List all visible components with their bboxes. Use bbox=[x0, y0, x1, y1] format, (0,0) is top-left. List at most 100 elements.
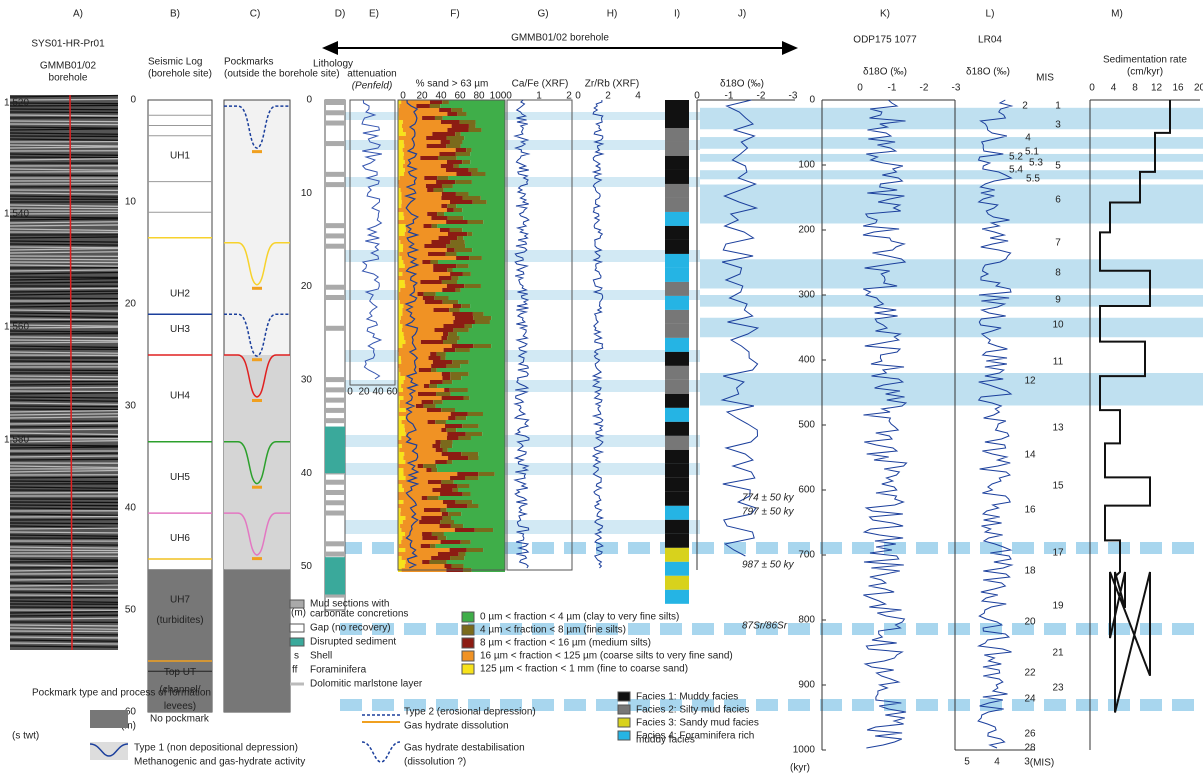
fraction-band bbox=[405, 284, 447, 288]
fraction-band bbox=[399, 448, 435, 452]
fraction-band bbox=[429, 384, 437, 388]
fraction-band bbox=[446, 536, 505, 540]
fraction-band bbox=[398, 200, 402, 204]
fraction-band bbox=[453, 440, 505, 444]
fraction-band bbox=[438, 536, 446, 540]
fraction-band bbox=[398, 160, 405, 164]
fraction-band bbox=[427, 212, 437, 216]
facies bbox=[665, 128, 689, 142]
fraction-band bbox=[455, 248, 472, 252]
seismic-reflector bbox=[10, 532, 118, 533]
fraction-band bbox=[437, 224, 505, 228]
fraction-band bbox=[399, 112, 448, 116]
fraction-band bbox=[470, 348, 505, 352]
fraction-band bbox=[405, 160, 447, 164]
label: MIS bbox=[1036, 73, 1054, 84]
seismic-reflector bbox=[10, 384, 118, 385]
unit-label: UH4 bbox=[170, 390, 190, 401]
fraction-band bbox=[426, 136, 446, 140]
fraction-band bbox=[455, 348, 470, 352]
fraction-band bbox=[457, 332, 505, 336]
fraction-band bbox=[451, 524, 463, 528]
fraction-band bbox=[468, 388, 505, 392]
fraction-band bbox=[446, 244, 465, 248]
fraction-band bbox=[441, 140, 450, 144]
fraction-band bbox=[448, 416, 456, 420]
fraction-band bbox=[398, 376, 405, 380]
fraction-band bbox=[473, 312, 484, 316]
fraction-band bbox=[447, 208, 454, 212]
panel-letter: I) bbox=[674, 9, 680, 20]
fraction-band bbox=[452, 564, 464, 568]
fraction-band bbox=[436, 544, 505, 548]
mis-label: 5.4 bbox=[1009, 165, 1023, 176]
fraction-band bbox=[432, 240, 451, 244]
fraction-band bbox=[436, 464, 505, 468]
label: (s twt) bbox=[12, 731, 39, 742]
fraction-band bbox=[447, 336, 460, 340]
fraction-band bbox=[455, 500, 472, 504]
fraction-band bbox=[469, 124, 476, 128]
fraction-band bbox=[453, 328, 468, 332]
band bbox=[700, 137, 1203, 149]
panel-letter: J) bbox=[738, 9, 746, 20]
fraction-band bbox=[438, 260, 505, 264]
fraction-band bbox=[452, 380, 505, 384]
fraction-band bbox=[446, 364, 460, 368]
tick-label: 0 bbox=[347, 387, 353, 398]
fraction-band bbox=[447, 136, 465, 140]
mis-label: 22 bbox=[1024, 668, 1036, 679]
fraction-band bbox=[436, 448, 443, 452]
legend-swatch bbox=[290, 624, 304, 632]
label: Type 1 (non depositional depression) bbox=[134, 743, 298, 754]
fraction-band bbox=[398, 504, 446, 508]
fraction-band bbox=[420, 280, 441, 284]
fraction-band bbox=[452, 444, 505, 448]
mis-label: 28 bbox=[1024, 743, 1036, 754]
mis-label: 14 bbox=[1024, 450, 1036, 461]
fraction-band bbox=[406, 132, 433, 136]
fraction-band bbox=[452, 460, 505, 464]
band bbox=[700, 259, 1203, 288]
fraction-band bbox=[472, 500, 505, 504]
fraction-band bbox=[442, 280, 457, 284]
tick-label: 10 bbox=[125, 197, 137, 208]
fraction-band bbox=[428, 420, 436, 424]
seismic-reflector bbox=[10, 423, 118, 424]
fraction-band bbox=[451, 108, 462, 112]
label: δ18O (‰) bbox=[966, 67, 1010, 78]
fraction-band bbox=[398, 456, 403, 460]
fraction-band bbox=[461, 540, 471, 544]
tick-label: 1 bbox=[536, 91, 542, 102]
fraction-band bbox=[438, 552, 459, 556]
fraction-band bbox=[471, 540, 505, 544]
fraction-band bbox=[469, 168, 478, 172]
fraction-band bbox=[416, 104, 430, 108]
fraction-band bbox=[463, 236, 505, 240]
tick-label: 100 bbox=[798, 160, 815, 171]
fraction-band bbox=[428, 480, 442, 484]
tick-label: 30 bbox=[301, 375, 313, 386]
fraction-band bbox=[398, 424, 404, 428]
fraction-band bbox=[456, 152, 471, 156]
fraction-band bbox=[448, 456, 468, 460]
seismic-reflector bbox=[10, 631, 118, 632]
litho-layer bbox=[325, 172, 345, 177]
fraction-band bbox=[398, 528, 401, 532]
label: (borehole site) bbox=[148, 69, 212, 80]
fraction-band bbox=[398, 164, 403, 168]
fraction-band bbox=[422, 536, 437, 540]
fraction-band bbox=[398, 140, 404, 144]
mis-label: 19 bbox=[1052, 601, 1064, 612]
label: muddy facies bbox=[636, 735, 695, 746]
label: 4 µm < fraction < 8 µm (fine silts) bbox=[480, 625, 626, 636]
label: Dolomitic marlstone layer bbox=[310, 679, 423, 690]
tick-label: 1.520 bbox=[4, 98, 29, 109]
fraction-band bbox=[402, 124, 452, 128]
tick-label: 4 bbox=[1111, 83, 1117, 94]
band bbox=[700, 295, 1203, 307]
label: Type 2 (erosional depression) bbox=[404, 707, 536, 718]
fraction-band bbox=[452, 344, 473, 348]
panel-letter: F) bbox=[450, 9, 459, 20]
fraction-band bbox=[451, 516, 505, 520]
